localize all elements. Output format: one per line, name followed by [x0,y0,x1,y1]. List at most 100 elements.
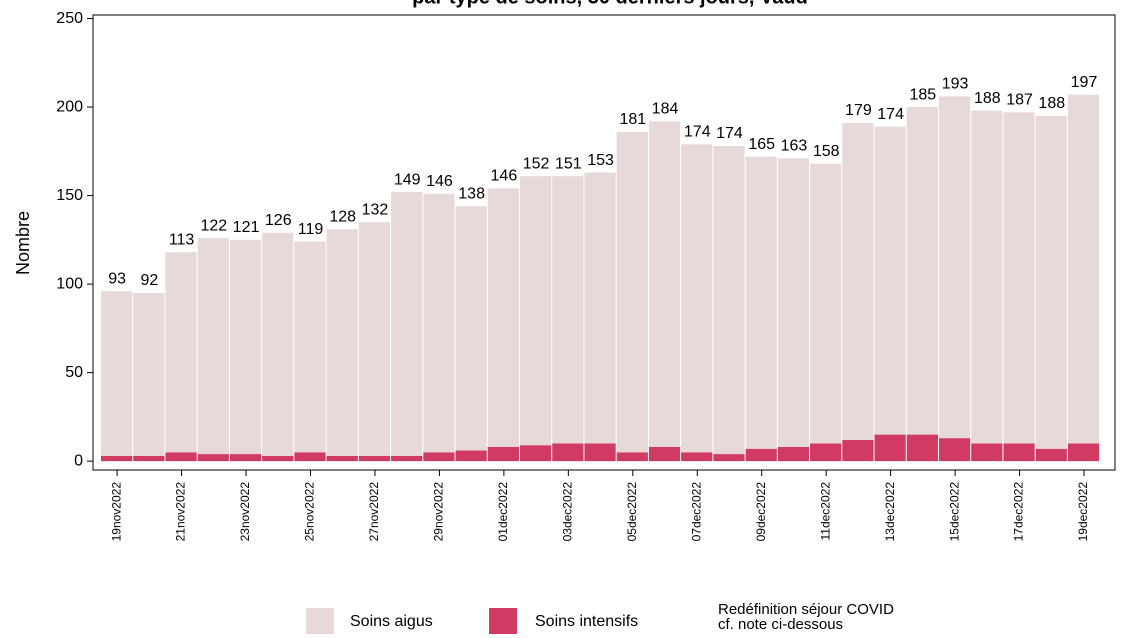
bar-segment [358,455,391,462]
bar-segment [713,454,745,462]
x-tick-label: 19nov2022 [109,482,123,542]
y-axis-label: Nombre [13,211,33,275]
bar-segment [101,455,133,462]
x-tick-label: 07dec2022 [689,482,703,542]
bar-segment [938,96,971,439]
chart-title: par type de soins, 30 derniers jours, Va… [412,0,808,8]
legend-note: Redéfinition séjour COVID [718,601,894,618]
x-tick-label: 29nov2022 [432,482,446,542]
bar-segment [1035,448,1067,462]
x-tick-label: 11dec2022 [818,482,832,541]
y-tick-label: 0 [74,452,83,469]
x-tick-label: 23nov2022 [238,482,252,542]
data-label: 126 [265,212,292,229]
data-label: 158 [813,143,840,160]
bar-segment [165,452,197,462]
bar-segment [552,443,584,462]
bar-segment [101,291,133,456]
x-tick-label: 27nov2022 [367,482,381,542]
legend-label: Soins aigus [350,613,433,630]
bar-segment [681,144,713,453]
bar-segment [326,229,358,456]
bar-segment [810,443,842,462]
data-label: 179 [845,102,872,119]
bar-segment [584,172,616,444]
data-label: 185 [910,86,937,103]
bar-segment [681,452,713,462]
bar-segment [648,446,681,462]
bar-segment [745,156,777,449]
data-label: 113 [169,231,195,248]
bar-segment [971,443,1003,462]
bar-segment [777,446,810,462]
legend-swatch [489,608,517,634]
bar-segment [165,252,197,453]
bar-segment [391,192,423,456]
bar-segment [842,439,874,462]
bar-segment [616,452,648,462]
bar-segment [745,448,777,462]
bar-segment [906,107,938,435]
legend-swatch [306,608,334,634]
bar-segment [1067,443,1100,462]
data-label: 163 [781,138,808,155]
data-label: 165 [748,136,775,153]
data-label: 122 [200,217,227,234]
x-tick-label: 03dec2022 [561,482,575,542]
bar-segment [229,454,262,462]
data-label: 174 [684,123,711,140]
bar-segment [487,188,519,447]
x-tick-label: 01dec2022 [496,482,510,542]
bar-segment [552,176,584,444]
y-tick-label: 100 [56,275,83,292]
bar-segment [1067,94,1100,444]
x-tick-label: 21nov2022 [174,482,188,542]
bar-segment [423,193,455,453]
bar-segment [197,238,229,455]
bar-segment [423,452,455,462]
data-label: 174 [716,125,743,142]
bar-segment [133,292,165,456]
bar-segment [810,163,842,444]
x-tick-label: 15dec2022 [947,482,961,542]
data-label: 149 [394,171,421,188]
bar-segment [229,239,262,455]
data-label: 188 [974,90,1001,107]
data-label: 132 [362,201,389,218]
bar-segment [262,455,294,462]
x-tick-label: 17dec2022 [1012,482,1026,542]
data-label: 184 [652,100,679,117]
data-label: 188 [1038,95,1065,112]
bar-segment [519,176,552,446]
y-tick-label: 50 [65,364,83,381]
legend-note: cf. note ci-dessous [718,616,843,633]
bar-segment [197,454,229,462]
bar-segment [1003,112,1035,444]
data-label: 174 [877,106,904,123]
data-label: 119 [298,221,324,238]
bar-segment [713,146,745,455]
bar-segment [874,434,906,462]
x-tick-label: 25nov2022 [303,482,317,542]
bar-segment [262,232,294,456]
x-tick-label: 05dec2022 [625,482,639,542]
legend-label: Soins intensifs [535,613,638,630]
bar-segment [1035,115,1067,449]
data-label: 121 [233,219,260,236]
data-label: 92 [140,272,158,289]
bar-segment [294,452,326,462]
bar-segment [519,445,552,462]
data-label: 181 [619,111,646,128]
y-tick-label: 200 [56,98,83,115]
data-label: 151 [555,155,582,172]
bar-segment [938,438,971,462]
bar-segment [455,450,487,462]
bar-segment [133,455,165,462]
bar-segment [906,434,938,462]
bar-segment [874,126,906,435]
data-label: 138 [458,185,485,202]
data-label: 146 [426,173,453,190]
data-label: 128 [329,208,356,225]
bar-segment [1003,443,1035,462]
